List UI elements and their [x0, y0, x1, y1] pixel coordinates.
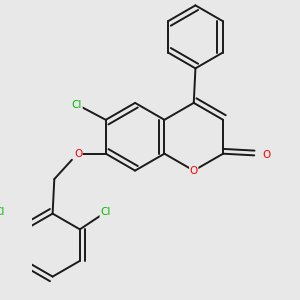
Text: O: O — [190, 166, 198, 176]
Text: Cl: Cl — [72, 100, 82, 110]
Text: O: O — [74, 149, 82, 159]
Text: Cl: Cl — [100, 207, 110, 218]
Text: Cl: Cl — [0, 207, 5, 218]
Text: O: O — [262, 150, 270, 161]
